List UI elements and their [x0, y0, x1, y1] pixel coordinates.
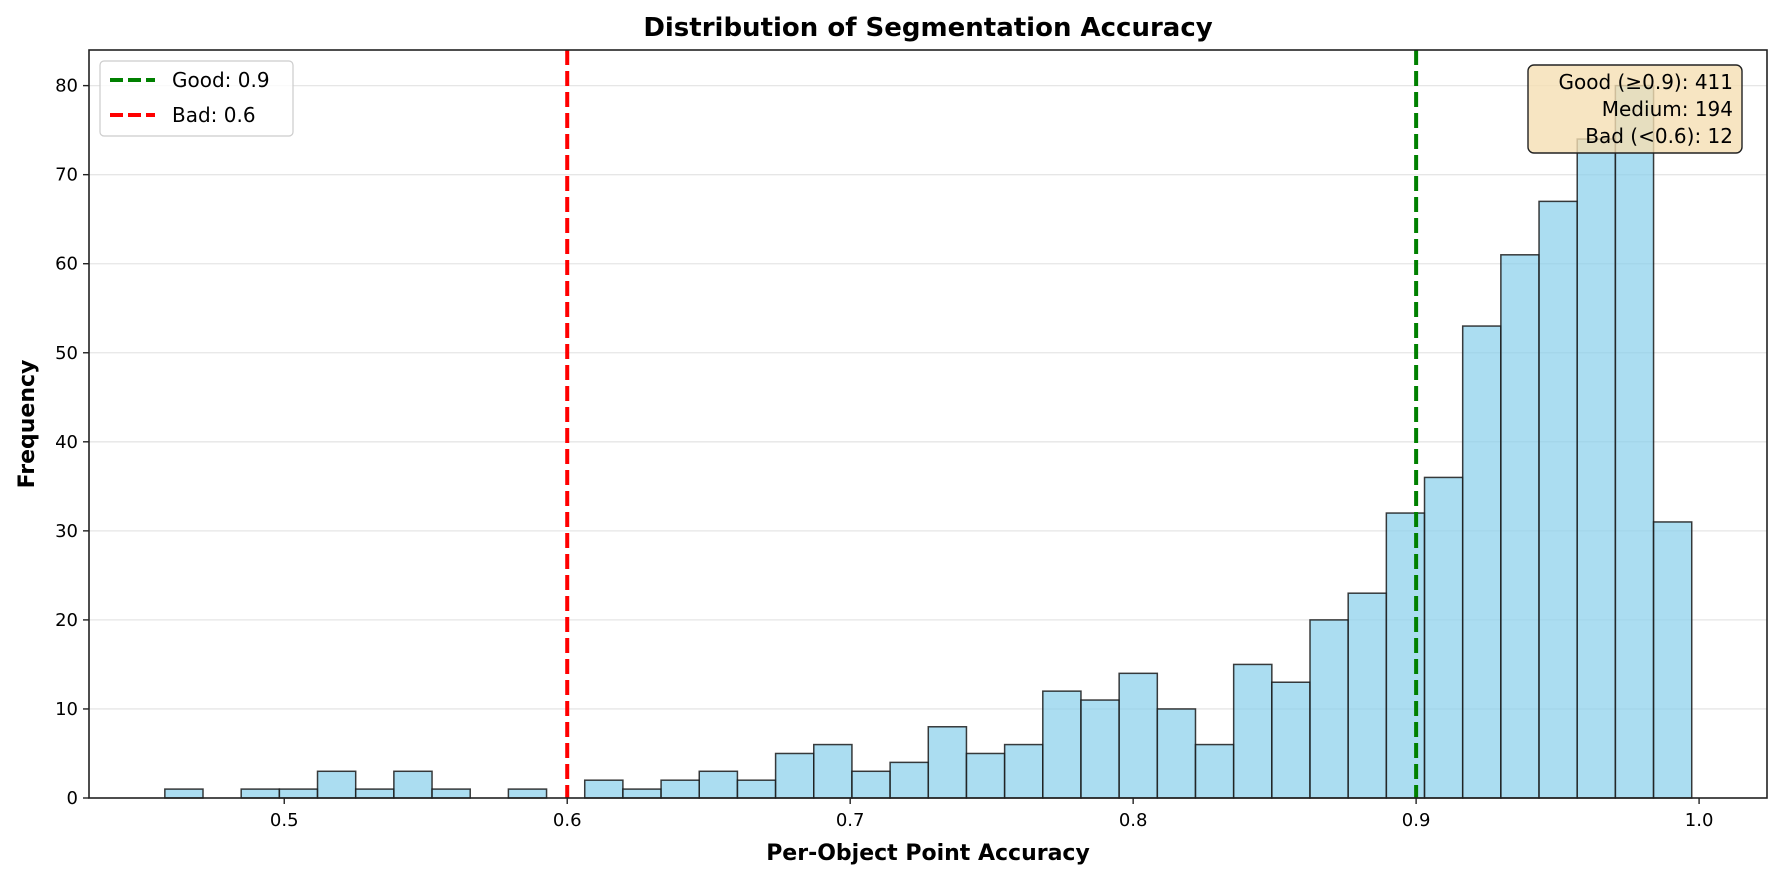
x-tick-label: 1.0 [1685, 810, 1714, 831]
histogram-bar [774, 752, 815, 799]
histogram-bar [1385, 512, 1426, 799]
histogram-bar [164, 788, 204, 799]
histogram-bar [622, 788, 662, 799]
histogram-bar [1232, 663, 1273, 799]
y-tick-label: 80 [55, 76, 78, 97]
stats-good-count: Good (≥0.9): 411 [1559, 70, 1733, 94]
histogram-bar [278, 788, 319, 799]
y-tick-label: 70 [55, 165, 78, 186]
histogram-bar [1538, 200, 1578, 799]
histogram-bar [736, 779, 777, 799]
stats-bad-count: Bad (<0.6): 12 [1585, 124, 1733, 148]
histogram-bar [1652, 521, 1693, 799]
x-tick-label: 0.5 [270, 810, 299, 831]
y-axis-label: Frequency [15, 360, 40, 489]
histogram-bar [927, 726, 968, 799]
histogram-bar [507, 788, 548, 799]
histogram-bar [965, 752, 1006, 799]
histogram-bar [660, 779, 700, 799]
y-tick-label: 20 [55, 610, 78, 631]
histogram-bar [698, 770, 739, 799]
histogram-bar [1080, 699, 1120, 799]
histogram-bar [1461, 325, 1502, 799]
histogram-bar [393, 770, 433, 799]
histogram-bars [164, 84, 1693, 799]
histogram-bar [431, 788, 471, 799]
stats-box [1527, 64, 1743, 154]
histogram-bar [1500, 254, 1540, 799]
histogram-bar [1118, 672, 1159, 799]
histogram-bar [1576, 138, 1617, 799]
legend: Good: 0.9 Bad: 0.6 [99, 60, 294, 137]
y-tick-label: 10 [55, 699, 78, 720]
histogram-bar [240, 788, 281, 799]
y-tick-label: 40 [55, 432, 78, 453]
histogram-bar [889, 761, 930, 799]
histogram-bar [1156, 708, 1197, 799]
y-tick-label: 50 [55, 343, 78, 364]
histogram-bar [813, 743, 853, 799]
histogram-bar [583, 779, 624, 799]
histogram-bar [1423, 476, 1464, 799]
histogram-bar [1347, 592, 1388, 799]
histogram-bar [354, 788, 395, 799]
histogram-bar [316, 770, 357, 799]
y-axis-ticks: 0 10 20 30 40 50 60 70 80 [55, 76, 89, 809]
x-tick-label: 0.8 [1119, 810, 1148, 831]
histogram-bar [1271, 681, 1311, 799]
x-tick-label: 0.7 [836, 810, 865, 831]
threshold-lines [565, 50, 1419, 798]
y-gridlines [89, 84, 1767, 710]
histogram-bar [1309, 619, 1349, 799]
y-tick-label: 60 [55, 254, 78, 275]
histogram-bar [1003, 743, 1044, 799]
stats-annotation: Good (≥0.9): 411 Medium: 194 Bad (<0.6):… [1527, 64, 1743, 154]
plot-frame [88, 49, 1768, 799]
stats-medium-count: Medium: 194 [1602, 97, 1733, 121]
histogram-bar [1042, 690, 1082, 799]
histogram-bar [1614, 84, 1655, 799]
y-tick-label: 30 [55, 521, 78, 542]
histogram-bar [851, 770, 891, 799]
chart-title: Distribution of Segmentation Accuracy [643, 13, 1212, 43]
x-axis-label: Per-Object Point Accuracy [766, 841, 1090, 866]
y-tick-label: 0 [67, 788, 78, 809]
legend-good-label: Good: 0.9 [172, 68, 270, 92]
legend-bad-label: Bad: 0.6 [172, 103, 256, 127]
x-axis-ticks: 0.5 0.6 0.7 0.8 0.9 1.0 [270, 798, 1713, 831]
x-tick-label: 0.9 [1402, 810, 1431, 831]
x-tick-label: 0.6 [553, 810, 582, 831]
histogram-bar [1194, 743, 1235, 799]
